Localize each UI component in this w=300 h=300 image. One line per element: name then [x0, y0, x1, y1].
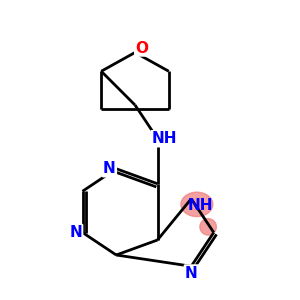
Circle shape: [200, 219, 216, 235]
Text: N: N: [69, 225, 82, 240]
Ellipse shape: [181, 192, 213, 217]
Text: NH: NH: [152, 131, 177, 146]
Text: NH: NH: [188, 198, 213, 213]
Text: O: O: [135, 40, 148, 56]
Text: N: N: [103, 161, 116, 176]
Text: N: N: [185, 266, 198, 280]
